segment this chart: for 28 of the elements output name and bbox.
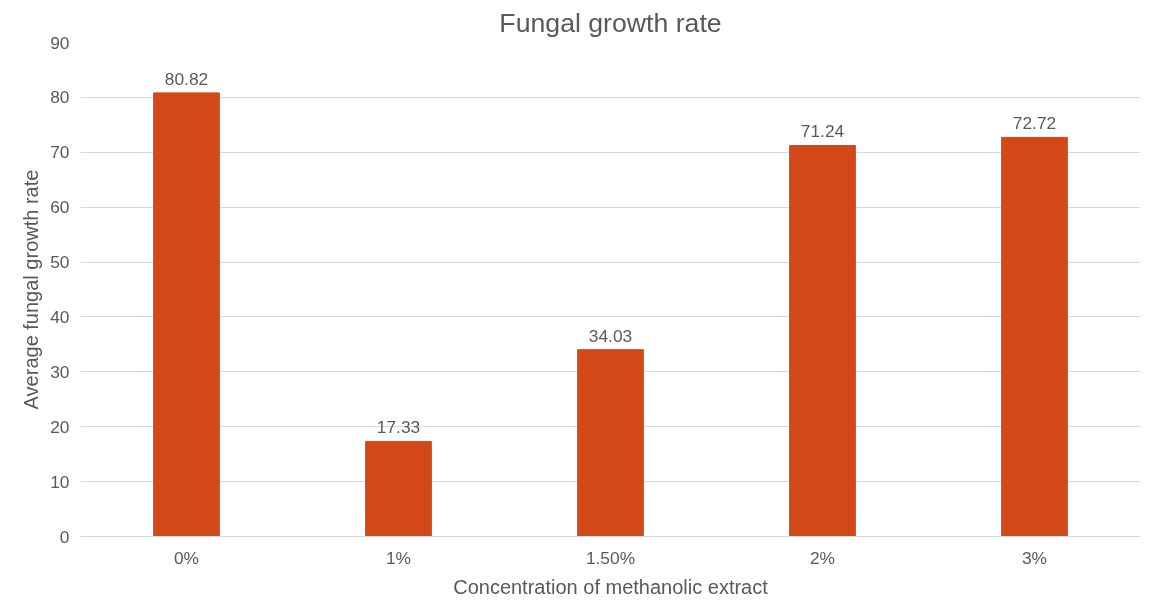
bar xyxy=(1001,136,1068,537)
data-label: 71.24 xyxy=(800,121,845,142)
data-label: 34.03 xyxy=(588,325,633,346)
bar xyxy=(789,144,856,537)
x-tick-label: 0% xyxy=(173,547,200,568)
x-tick-label: 2% xyxy=(809,547,836,568)
y-tick-label: 40 xyxy=(50,306,70,327)
x-tick-label: 3% xyxy=(1021,547,1048,568)
y-tick-label: 80 xyxy=(50,87,70,108)
data-label: 80.82 xyxy=(164,68,209,89)
data-label: 72.72 xyxy=(1012,113,1057,134)
y-tick-label: 0 xyxy=(59,526,70,547)
bar xyxy=(365,440,432,537)
y-tick-label: 30 xyxy=(50,361,70,382)
y-tick-label: 10 xyxy=(50,471,70,492)
y-axis-title: Average fungal growth rate xyxy=(20,169,43,410)
chart-title: Fungal growth rate xyxy=(499,7,722,38)
y-tick-label: 20 xyxy=(50,416,70,437)
data-label: 17.33 xyxy=(376,417,421,438)
x-axis-title: Concentration of methanolic extract xyxy=(453,575,769,598)
y-tick-label: 50 xyxy=(50,252,70,273)
y-tick-label: 60 xyxy=(50,197,70,218)
x-tick-label: 1% xyxy=(385,547,412,568)
bar xyxy=(577,349,644,537)
y-tick-label: 90 xyxy=(50,32,70,53)
y-tick-label: 70 xyxy=(50,142,70,163)
bar xyxy=(153,92,220,537)
x-tick-label: 1.50% xyxy=(585,547,636,568)
